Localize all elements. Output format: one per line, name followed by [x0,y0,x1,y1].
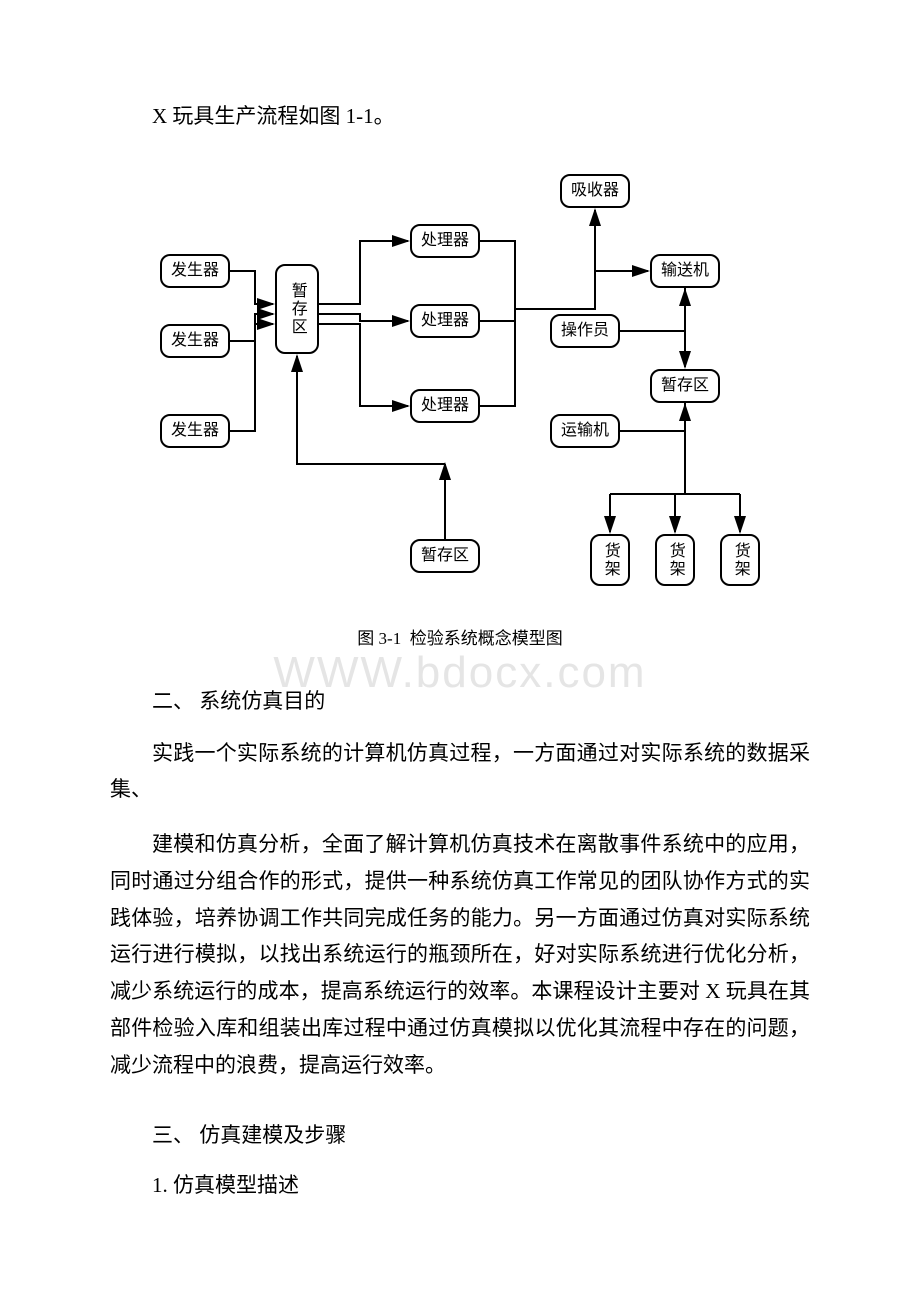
node-processor-1: 处理器 [410,224,480,258]
node-processor-2: 处理器 [410,304,480,338]
subheading-1: 1. 仿真模型描述 [110,1169,810,1199]
node-buffer-1: 暂存区 [275,264,319,354]
node-conveyor: 输送机 [650,254,720,288]
node-transport: 运输机 [550,414,620,448]
node-absorber: 吸收器 [560,174,630,208]
node-generator-1: 发生器 [160,254,230,288]
node-rack-3: 货架 [720,534,760,586]
caption-prefix: 图 3-1 [357,629,401,648]
node-generator-3: 发生器 [160,414,230,448]
node-processor-3: 处理器 [410,389,480,423]
paragraph-2: 建模和仿真分析，全面了解计算机仿真技术在离散事件系统中的应用，同时通过分组合作的… [110,826,810,1083]
paragraph-1: 实践一个实际系统的计算机仿真过程，一方面通过对实际系统的数据采集、 [110,735,810,809]
node-rack-2: 货架 [655,534,695,586]
figure-caption: 图 3-1 检验系统概念模型图 [110,624,810,649]
caption-text: 检验系统概念模型图 [410,629,563,648]
flowchart-diagram: 发生器 发生器 发生器 暂存区 处理器 处理器 处理器 吸收器 输送机 操作员 … [160,164,760,614]
watermark-text: WWW.bdocx.com [273,648,646,698]
node-rack-1: 货架 [590,534,630,586]
node-operator: 操作员 [550,314,620,348]
section-3-heading: 三、 仿真建模及步骤 [110,1119,810,1149]
intro-text: X 玩具生产流程如图 1-1。 [110,100,810,134]
node-buffer-3: 暂存区 [410,539,480,573]
node-buffer-2: 暂存区 [650,369,720,403]
node-generator-2: 发生器 [160,324,230,358]
